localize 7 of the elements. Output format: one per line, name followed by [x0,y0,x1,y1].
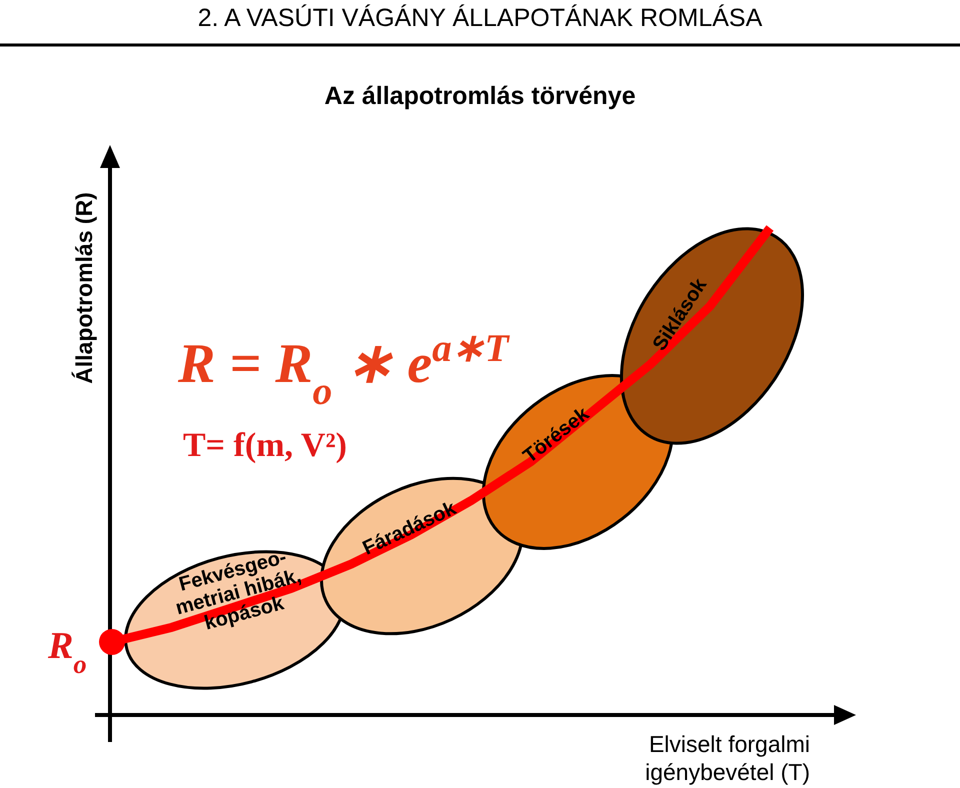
annotation: R = R$_{o}$ ∗ e$^{a∗T}$ [177,326,511,412]
chart-title: 2. A VASÚTI VÁGÁNY ÁLLAPOTÁNAK ROMLÁSA [198,4,763,32]
annotation: T= f(m, V²) [183,427,347,464]
y-axis-title: Állapotromlás (R) [71,192,97,384]
text: R$_{o}$ [47,625,87,679]
x-axis-title: Elviselt forgalmi igénybevétel (T) [645,731,810,785]
chart-subtitle: Az állapotromlás törvénye [324,82,636,110]
